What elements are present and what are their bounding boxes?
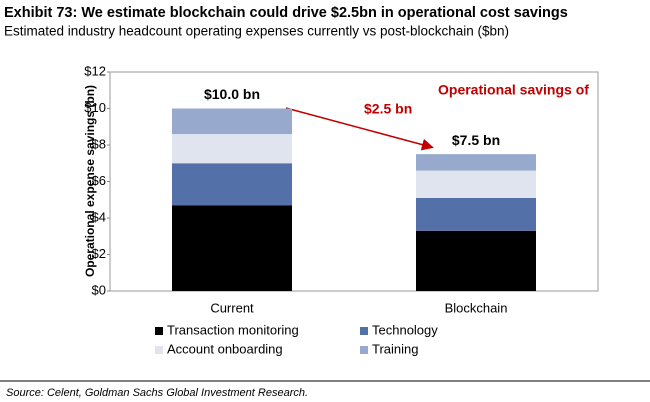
bar-segment	[172, 163, 292, 206]
legend-swatch	[155, 327, 163, 335]
legend-label: Transaction monitoring	[167, 322, 299, 337]
y-tick-label: $10	[84, 100, 106, 115]
y-tick-label: $6	[92, 173, 106, 188]
legend-swatch	[360, 346, 368, 354]
x-tick-label: Current	[210, 300, 254, 315]
chart-subtitle: Estimated industry headcount operating e…	[4, 24, 509, 39]
plot-frame	[109, 71, 599, 292]
annotation: Operational savings of	[438, 82, 589, 98]
bar-segment	[416, 170, 536, 198]
bar-segment	[172, 108, 292, 135]
y-tick-label: $2	[92, 246, 106, 261]
y-tick-label: $4	[92, 209, 106, 224]
legend-swatch	[155, 346, 163, 354]
annotation: $2.5 bn	[364, 101, 412, 117]
bar-segment	[416, 230, 536, 291]
chart-title: Exhibit 73: We estimate blockchain could…	[4, 5, 568, 21]
y-tick-label: $0	[92, 282, 106, 297]
y-tick-label: $8	[92, 136, 106, 151]
bar-segment	[172, 134, 292, 164]
bar-segment	[172, 205, 292, 291]
legend-label: Account onboarding	[167, 341, 283, 356]
x-tick-label: Blockchain	[445, 300, 508, 315]
y-tick-label: $12	[84, 63, 106, 78]
legend-label: Training	[372, 341, 418, 356]
legend-swatch	[360, 327, 368, 335]
bar-segment	[416, 197, 536, 231]
total-label: $10.0 bn	[204, 86, 260, 102]
annotation-arrow	[285, 107, 434, 151]
source: Source: Celent, Goldman Sachs Global Inv…	[6, 387, 308, 399]
legend-label: Technology	[372, 322, 438, 337]
total-label: $7.5 bn	[452, 132, 500, 148]
y-axis-label: Operational expense savings (bn)	[83, 85, 97, 277]
bar-segment	[416, 154, 536, 171]
